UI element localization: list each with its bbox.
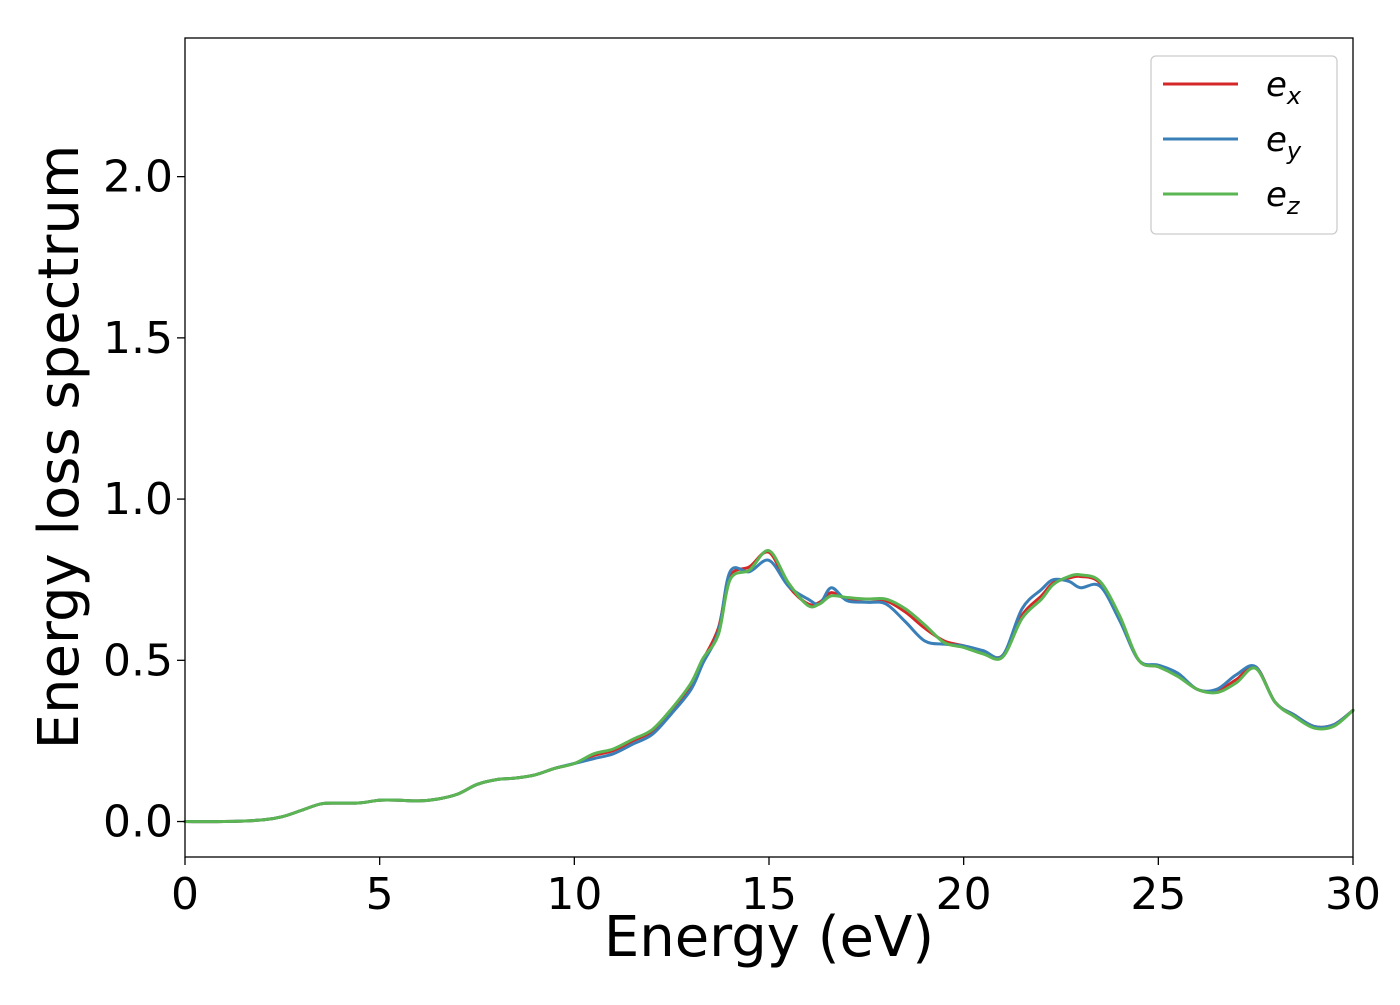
x-tick-label: 5 — [366, 869, 394, 920]
y-tick-label: 1.5 — [103, 313, 173, 364]
y-axis-ticks: 0.0 0.5 1.0 1.5 2.0 — [103, 152, 185, 848]
y-axis-title: Energy loss spectrum — [27, 145, 92, 750]
x-axis-title: Energy (eV) — [604, 905, 934, 970]
legend-label-x: ex — [1266, 65, 1302, 110]
legend-label-subscript: z — [1286, 192, 1301, 220]
x-tick-label: 20 — [936, 869, 992, 920]
x-tick-label: 25 — [1130, 869, 1186, 920]
series-line-z — [183, 549, 1355, 824]
y-tick-label: 0.0 — [103, 797, 173, 848]
legend-label-base: e — [1266, 65, 1287, 105]
y-tick-label: 1.0 — [103, 474, 173, 525]
x-tick-label: 15 — [741, 869, 797, 920]
y-tick-label: 2.0 — [103, 152, 173, 203]
series-lines — [183, 549, 1355, 824]
legend-box — [1150, 55, 1338, 235]
x-tick-label: 30 — [1325, 869, 1381, 920]
legend-label-subscript: y — [1286, 137, 1302, 165]
legend-label-base: e — [1266, 175, 1287, 215]
legend-label-y: ey — [1266, 120, 1302, 165]
x-tick-label: 10 — [546, 869, 602, 920]
legend-label-z: ez — [1266, 175, 1301, 220]
x-tick-label: 0 — [171, 869, 199, 920]
y-tick-label: 0.5 — [103, 635, 173, 686]
x-axis-ticks: 0 5 10 15 20 25 30 — [171, 857, 1381, 920]
legend-label-subscript: x — [1286, 82, 1302, 110]
legend-label-base: e — [1266, 120, 1287, 160]
